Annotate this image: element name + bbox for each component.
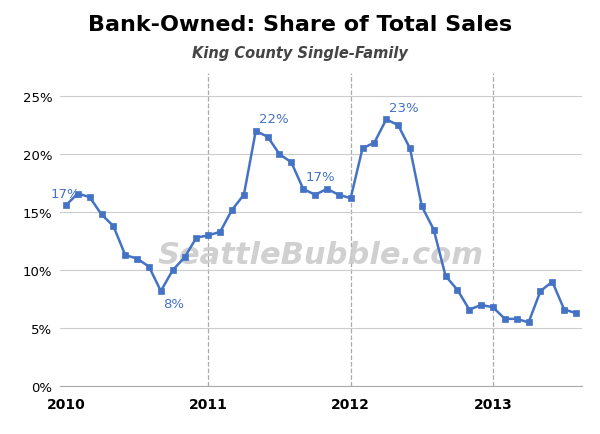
Text: 17%: 17% xyxy=(50,187,80,200)
Text: SeattleBubble.com: SeattleBubble.com xyxy=(158,240,484,270)
Text: 23%: 23% xyxy=(389,102,419,115)
Text: Bank-Owned: Share of Total Sales: Bank-Owned: Share of Total Sales xyxy=(88,15,512,35)
Text: 6%: 6% xyxy=(0,433,1,434)
Text: 17%: 17% xyxy=(306,171,335,184)
Text: King County Single-Family: King County Single-Family xyxy=(192,46,408,60)
Text: 8%: 8% xyxy=(164,297,185,310)
Text: 22%: 22% xyxy=(259,113,288,126)
